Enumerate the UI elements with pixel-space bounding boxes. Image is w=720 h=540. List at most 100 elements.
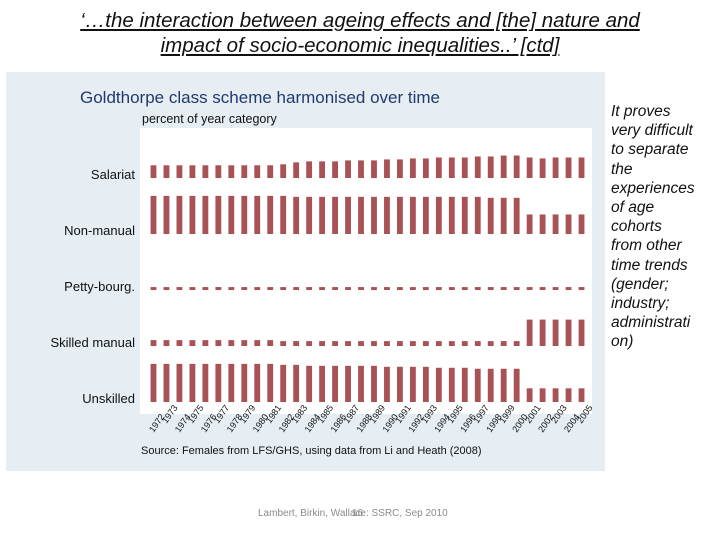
bar [163,165,170,178]
class-scheme-chart: Goldthorpe class scheme harmonised over … [50,88,594,457]
bar [448,367,455,402]
bar [280,341,287,346]
bar [487,156,494,178]
bar [163,195,170,234]
bar [215,287,222,290]
page-number: 16 [352,508,364,519]
bar [293,341,300,346]
bar [409,341,416,346]
bar [267,363,274,402]
bar [409,158,416,178]
bar [202,340,209,346]
row-label: Non-manual [64,223,135,238]
bar [358,196,364,234]
row-label: Petty-bourg. [64,279,135,294]
bar [293,364,300,402]
bar [487,197,494,234]
bar [435,287,442,290]
bar [254,165,261,178]
bar [448,341,455,346]
bar [176,195,183,234]
bar [565,319,572,346]
bar [500,155,507,178]
bar [565,214,572,234]
bar [150,195,157,234]
bar [358,160,364,178]
bar [189,195,196,234]
bar [306,161,313,178]
bar [306,341,313,346]
footer-credit: Lambert, Birkin, Wallace: SSRC, Sep 2010 [258,508,448,519]
bar [513,197,520,234]
bar [448,157,455,178]
bar [254,340,261,346]
bar [552,319,559,346]
bar [578,214,585,234]
bar [474,287,481,290]
bar [150,363,157,402]
bar [241,165,248,178]
bar [332,365,338,402]
bar [552,157,559,178]
bar [513,155,520,178]
slide-title: ‘…the interaction between ageing effects… [30,8,690,58]
bar [371,160,377,178]
chart-panel: Goldthorpe class scheme harmonised over … [6,72,605,471]
bar [397,341,403,346]
bar [358,287,364,290]
bar [500,287,507,290]
row-label: Salariat [91,167,135,182]
bar [254,195,261,234]
bar [474,156,481,178]
bar [565,287,572,290]
bar [397,366,403,402]
chart-source: Source: Females from LFS/GHS, using data… [141,445,482,457]
bar [228,195,235,234]
bar [215,195,222,234]
slide-title-line-1: ‘…the interaction between ageing effects… [80,9,640,32]
bar [332,287,338,290]
bar [319,341,326,346]
bar [397,159,403,178]
bar [202,363,209,402]
bar [539,287,546,290]
bar [397,196,403,234]
bar [189,363,196,402]
bar [202,165,209,178]
bar [176,165,183,178]
bar [163,340,170,346]
bar [293,196,300,234]
bar [189,165,196,178]
bar [539,158,546,178]
bar [371,341,377,346]
bar [384,159,390,178]
bar [422,366,429,402]
bar [422,196,429,234]
bar [487,341,494,346]
bar [280,195,287,234]
slide-title-line-2: impact of socio-economic inequalities..’… [160,34,560,57]
bar [539,388,546,402]
bar [422,341,429,346]
bar [345,196,351,234]
bar [384,341,390,346]
bar [163,363,170,402]
bar [513,341,520,346]
bar [435,367,442,402]
bar [358,365,364,402]
bar [241,340,248,346]
bar [228,363,235,402]
bar [500,341,507,346]
bar [397,287,403,290]
bar [461,287,468,290]
chart-title: Goldthorpe class scheme harmonised over … [80,88,440,107]
bar [358,341,364,346]
bar [345,341,351,346]
bar [578,388,585,402]
bar [578,287,585,290]
bar [384,366,390,402]
bar [150,287,157,290]
bar [500,368,507,402]
bar [306,196,313,234]
bar [150,340,157,346]
